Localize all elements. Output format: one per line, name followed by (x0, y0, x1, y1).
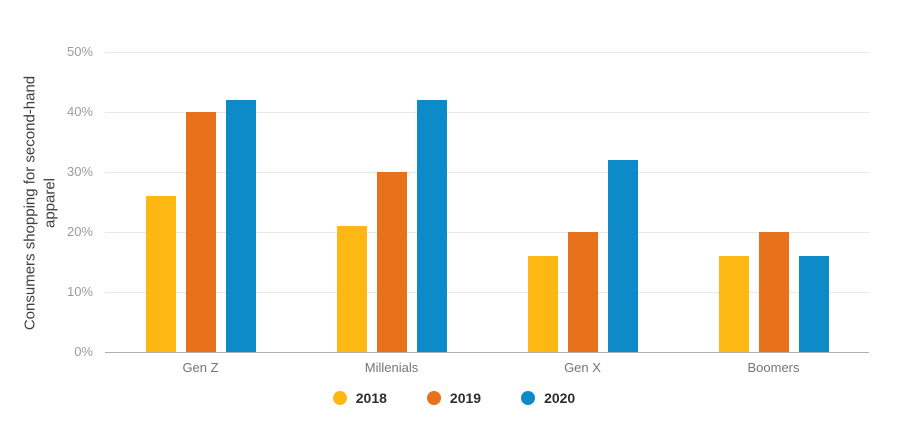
x-category-label-boomers: Boomers (747, 360, 800, 375)
gridline-20 (105, 231, 869, 233)
x-category-label-gen-x: Gen X (564, 360, 601, 375)
bar-2018-millenials (336, 226, 367, 352)
bar-2019-boomers (758, 232, 789, 352)
x-category-label-gen-z: Gen Z (182, 360, 219, 375)
y-axis-title-line-1: Consumers shopping for second-hand (21, 75, 39, 331)
x-category-label-millenials: Millenials (364, 360, 419, 375)
bar-2020-boomers (798, 256, 829, 352)
bar-group-gen-z (105, 52, 296, 352)
gridline-40 (105, 111, 869, 113)
y-tick-label-20: 20% (66, 224, 93, 239)
bar-2018-boomers (718, 256, 749, 352)
bar-group-millenials (296, 52, 487, 352)
legend-label-2020: 2020 (544, 390, 576, 406)
legend-label-2019: 2019 (449, 390, 482, 406)
bar-group-boomers (678, 52, 869, 352)
bar-group-gen-x (487, 52, 678, 352)
y-tick-label-40: 40% (66, 104, 93, 119)
legend-label-2018: 2018 (355, 390, 387, 406)
y-tick-label-30: 30% (66, 164, 93, 179)
gridline-10 (105, 291, 869, 293)
gridline-50 (105, 51, 869, 53)
y-tick-label-50: 50% (66, 44, 93, 59)
legend-swatch-icon (332, 391, 347, 405)
bar-2018-gen-x (527, 256, 558, 352)
legend: 2018 2019 2020 (0, 390, 908, 406)
bar-2020-gen-z (225, 100, 256, 352)
x-axis-line (105, 351, 869, 353)
y-tick-label-10: 10% (66, 284, 93, 299)
bar-2019-millenials (376, 172, 407, 352)
bar-2018-gen-z (145, 196, 176, 352)
legend-swatch-icon (521, 391, 536, 405)
bar-2019-gen-x (567, 232, 598, 352)
bar-2019-gen-z (185, 112, 216, 352)
legend-item-2019[interactable]: 2019 (426, 390, 482, 406)
plot-area (105, 51, 869, 353)
bar-2020-gen-x (607, 160, 638, 352)
gridline-30 (105, 171, 869, 173)
bar-2020-millenials (416, 100, 447, 352)
legend-swatch-icon (426, 391, 441, 405)
legend-item-2020[interactable]: 2020 (521, 390, 575, 406)
legend-item-2018[interactable]: 2018 (332, 390, 387, 406)
y-tick-label-0: 0% (74, 344, 93, 359)
